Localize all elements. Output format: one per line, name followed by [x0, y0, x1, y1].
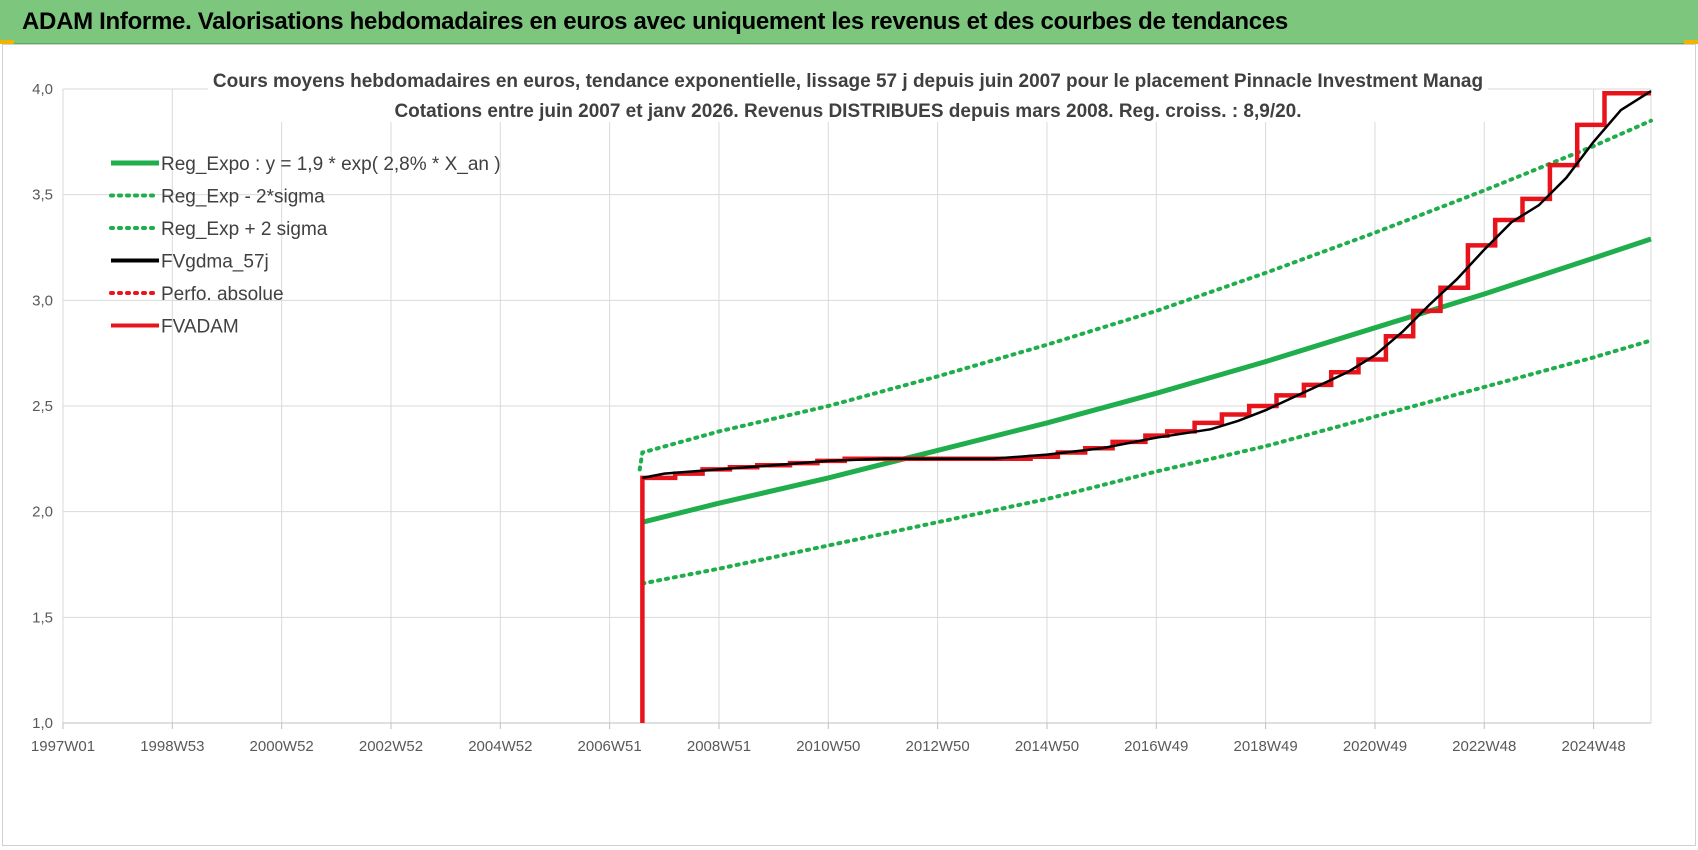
x-tick-label: 2004W52 — [468, 738, 532, 755]
x-tick-label: 2020W49 — [1343, 738, 1407, 755]
x-tick-label: 2014W50 — [1015, 738, 1079, 755]
chart-svg: 1,0 1,5 2,0 2,5 3,0 3,5 4,0 1997W01 1998W53 2000… — [31, 62, 1653, 755]
legend-label: FVgdma_57j — [161, 252, 269, 273]
x-axis: 1997W01 1998W53 2000W52 2002W52 2004W52 2006W… — [31, 722, 1651, 755]
y-tick-label: 2,0 — [32, 504, 53, 521]
x-tick-label: 2000W52 — [250, 738, 314, 755]
y-tick-label: 3,0 — [32, 292, 53, 309]
x-tick-label: 2008W51 — [687, 738, 751, 755]
series-line-0 — [641, 236, 1652, 525]
grid-layer — [62, 88, 1652, 724]
y-axis: 1,0 1,5 2,0 2,5 3,0 3,5 4,0 — [32, 81, 53, 732]
x-tick-label: 2012W50 — [906, 738, 970, 755]
x-tick-label: 2006W51 — [578, 738, 642, 755]
y-tick-label: 2,5 — [32, 398, 53, 415]
chart-title-line1: Cours moyens hebdomadaires en euros, ten… — [213, 71, 1483, 92]
x-tick-label: 1998W53 — [140, 738, 204, 755]
series-line-5 — [640, 90, 1651, 723]
page-title: ADAM Informe. Valorisations hebdomadaire… — [22, 8, 1288, 35]
corner-marker-left — [0, 40, 14, 44]
x-tick-label: 2018W49 — [1234, 738, 1298, 755]
header-bar: ADAM Informe. Valorisations hebdomadaire… — [0, 0, 1698, 44]
corner-marker-right — [1684, 40, 1698, 44]
y-tick-label: 1,5 — [32, 609, 53, 626]
x-tick-label: 2022W48 — [1452, 738, 1516, 755]
y-tick-label: 3,5 — [32, 187, 53, 204]
series-line-3 — [642, 90, 1652, 480]
series-layer — [637, 90, 1653, 723]
y-tick-label: 4,0 — [32, 81, 53, 98]
legend-label: Reg_Expo : y = 1,9 * exp( 2,8% * X_an ) — [161, 154, 501, 175]
series-line-1 — [640, 338, 1653, 586]
legend: Reg_Expo : y = 1,9 * exp( 2,8% * X_an ) R… — [109, 154, 501, 338]
x-tick-label: 2010W50 — [796, 738, 860, 755]
legend-label: Reg_Exp + 2 sigma — [161, 219, 328, 240]
chart-title-line2: Cotations entre juin 2007 et janv 2026. … — [394, 101, 1301, 122]
x-tick-label: 2016W49 — [1124, 738, 1188, 755]
title-background — [208, 62, 1488, 122]
legend-label: Perfo. absolue — [161, 284, 284, 305]
y-tick-label: 1,0 — [32, 715, 53, 732]
legend-label: FVADAM — [161, 317, 239, 338]
x-tick-label: 2024W48 — [1561, 738, 1625, 755]
chart-area: 1,0 1,5 2,0 2,5 3,0 3,5 4,0 1997W01 1998W53 2000… — [2, 44, 1696, 846]
series-line-2 — [637, 118, 1653, 472]
x-tick-label: 1997W01 — [31, 738, 95, 755]
legend-label: Reg_Exp - 2*sigma — [161, 187, 325, 208]
x-tick-label: 2002W52 — [359, 738, 423, 755]
